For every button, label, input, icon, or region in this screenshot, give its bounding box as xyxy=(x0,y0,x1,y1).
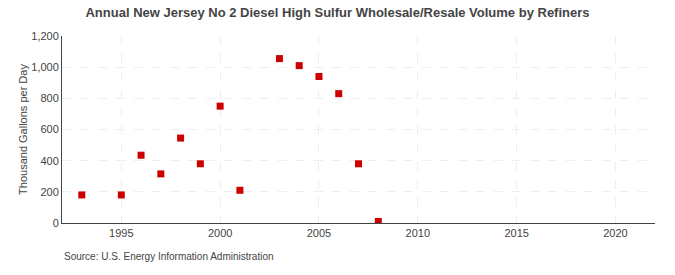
svg-text:200: 200 xyxy=(40,186,58,198)
svg-text:0: 0 xyxy=(53,217,59,229)
svg-text:1,200: 1,200 xyxy=(31,30,59,42)
svg-text:2010: 2010 xyxy=(406,227,430,239)
svg-text:800: 800 xyxy=(40,92,58,104)
svg-text:400: 400 xyxy=(40,155,58,167)
svg-text:Annual New Jersey No 2 Diesel: Annual New Jersey No 2 Diesel High Sulfu… xyxy=(85,5,589,20)
svg-text:2015: 2015 xyxy=(504,227,528,239)
svg-text:2005: 2005 xyxy=(307,227,331,239)
svg-text:2000: 2000 xyxy=(208,227,232,239)
svg-text:2020: 2020 xyxy=(603,227,627,239)
svg-text:Source: U.S. Energy Informatio: Source: U.S. Energy Information Administ… xyxy=(64,251,274,262)
svg-text:600: 600 xyxy=(40,123,58,135)
svg-text:1995: 1995 xyxy=(109,227,133,239)
svg-text:Thousand Gallons per Day: Thousand Gallons per Day xyxy=(17,64,29,195)
svg-text:1,000: 1,000 xyxy=(31,61,59,73)
